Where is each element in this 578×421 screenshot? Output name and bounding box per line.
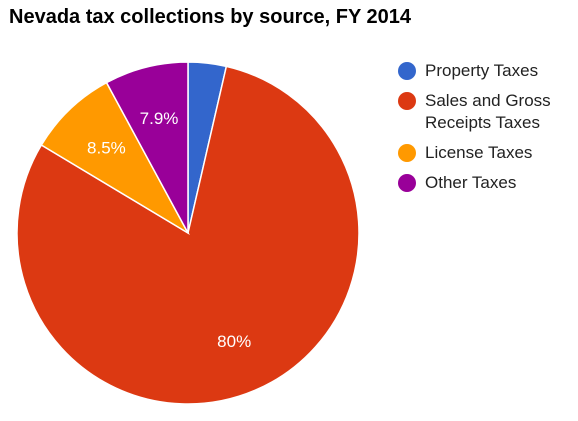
legend-swatch-property-taxes [398,62,416,80]
legend-label: Other Taxes [425,173,517,192]
legend-swatch-license-taxes [398,144,416,162]
legend-item-other-taxes[interactable]: Other Taxes [398,172,576,194]
legend-item-sales-and-gross-receipts-taxes[interactable]: Sales and Gross Receipts Taxes [398,90,576,134]
legend: Property Taxes Sales and Gross Receipts … [398,60,576,202]
legend-item-license-taxes[interactable]: License Taxes [398,142,576,164]
slice-label-sales-and-gross-receipts-taxes: 80% [217,332,251,351]
pie-slice-other-taxes[interactable] [105,61,189,234]
legend-swatch-sales-and-gross-receipts-taxes [398,92,416,110]
slice-label-license-taxes: 8.5% [87,138,126,157]
legend-label: Property Taxes [425,61,539,80]
legend-label: License Taxes [425,143,533,162]
chart-title: Nevada tax collections by source, FY 201… [9,6,412,28]
pie-slice-license-taxes[interactable] [40,81,190,236]
pie-slice-labels: 80% 8.5% 7.9% [87,109,251,351]
slice-label-other-taxes: 7.9% [140,109,179,128]
legend-swatch-other-taxes [398,174,416,192]
legend-item-property-taxes[interactable]: Property Taxes [398,60,576,82]
pie-slice-sales-and-gross-receipts-taxes[interactable] [16,65,360,405]
legend-label: Sales and Gross Receipts Taxes [425,91,551,132]
pie-slices [16,61,360,405]
